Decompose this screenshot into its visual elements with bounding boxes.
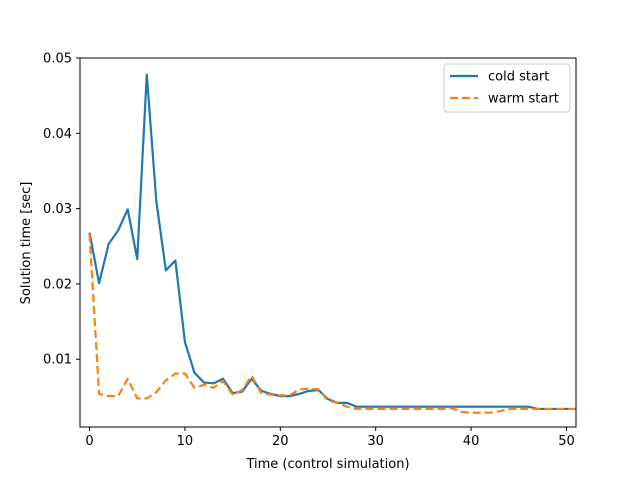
plot-area [79,57,577,428]
y-axis-label: Solution time [sec] [19,182,34,305]
legend-label: cold start [488,70,549,85]
x-tick-label: 40 [463,434,480,449]
axes-frame [79,57,577,428]
x-axis-label: Time (control simulation) [245,457,409,472]
y-axis-ticks: 0.01 0.02 0.03 0.04 0.05 [43,52,80,368]
series-line-cold-start [88,73,576,411]
y-tick-label: 0.02 [43,277,72,292]
series-line-warm-start [88,234,576,414]
x-tick-label: 30 [367,434,384,449]
legend: cold start warm start [443,63,571,113]
y-tick-label: 0.01 [43,353,72,368]
x-tick-label: 0 [85,434,93,449]
legend-label: warm start [488,92,559,107]
y-tick-label: 0.04 [43,127,72,142]
x-axis-ticks: 0 10 20 30 40 50 [85,427,575,449]
y-tick-label: 0.05 [43,52,72,67]
x-tick-label: 50 [558,434,575,449]
x-tick-label: 10 [177,434,194,449]
y-tick-label: 0.03 [43,202,72,217]
x-tick-label: 20 [272,434,289,449]
